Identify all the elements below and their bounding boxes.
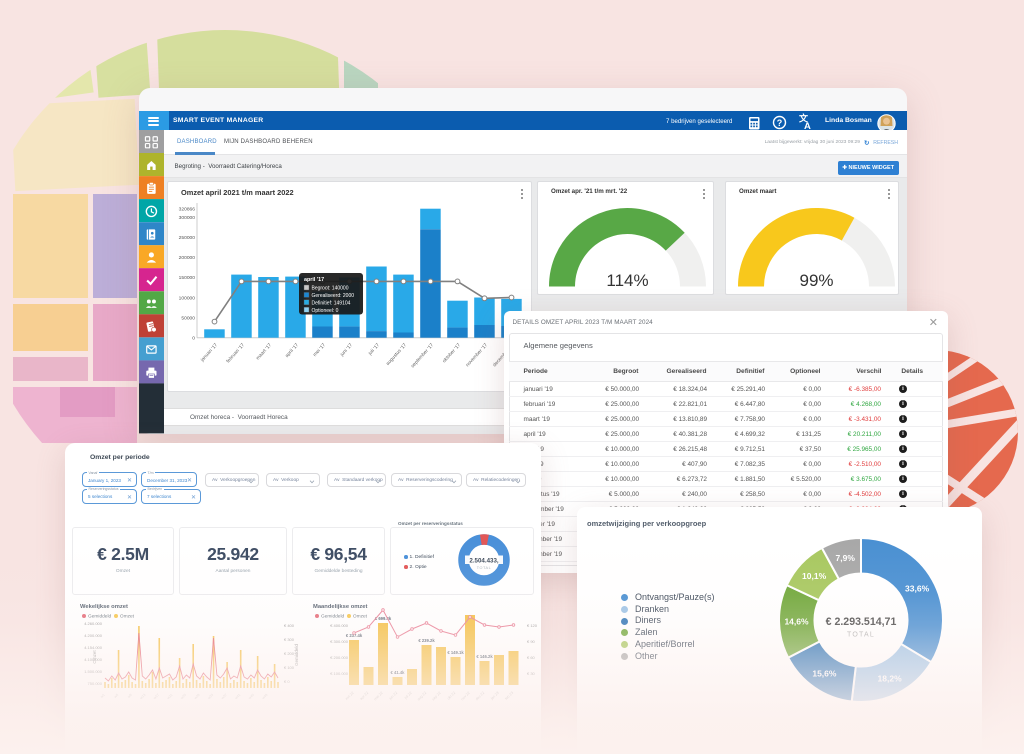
svg-text:€ 30: € 30 [527,671,536,676]
svg-text:w5: w5 [113,693,119,699]
svg-text:Gemiddeld: Gemiddeld [294,644,299,666]
svg-text:w25: w25 [180,693,187,700]
svg-text:april '17: april '17 [284,342,300,359]
svg-text:200000: 200000 [179,255,196,261]
svg-text:w17: w17 [153,693,160,700]
svg-text:€ 2.293.514,71: € 2.293.514,71 [826,616,897,628]
svg-text:juni '17: juni '17 [339,342,355,358]
svg-text:Omzet: Omzet [92,650,97,664]
svg-text:nov 22: nov 22 [460,691,470,701]
svg-text:jun 22: jun 22 [388,691,398,701]
svg-text:€ 200.000: € 200.000 [330,655,349,660]
svg-text:oktober '17: oktober '17 [441,342,462,364]
svg-text:114%: 114% [606,271,648,290]
svg-text:september '17: september '17 [410,342,435,369]
svg-text:sep 22: sep 22 [431,691,441,701]
svg-text:Optioneel: 0: Optioneel: 0 [312,308,339,314]
svg-text:w33: w33 [207,693,214,700]
svg-text:€ 60: € 60 [527,655,536,660]
svg-text:TOTAL: TOTAL [847,632,875,639]
svg-text:augustus '17: augustus '17 [385,342,408,367]
svg-text:w49: w49 [261,693,268,700]
svg-text:w21: w21 [166,693,173,700]
svg-text:Definitief: 149104: Definitief: 149104 [312,300,351,306]
svg-text:jan 23: jan 23 [489,691,499,701]
svg-text:februari '17: februari '17 [225,342,246,364]
svg-text:€ 100.000: € 100.000 [330,671,349,676]
svg-text:4.260.000: 4.260.000 [84,621,103,626]
svg-text:w29: w29 [193,693,200,700]
svg-text:4.154.000: 4.154.000 [84,645,103,650]
svg-text:€ 300.000: € 300.000 [330,639,349,644]
svg-text:€ 146.2k: € 146.2k [476,654,493,659]
svg-text:mrt 22: mrt 22 [345,691,355,701]
svg-text:2.504.433,: 2.504.433, [469,558,499,565]
svg-text:A: A [804,121,811,132]
svg-text:april '17: april '17 [304,277,324,283]
svg-text:juli '17: juli '17 [367,342,381,357]
svg-text:januari '17: januari '17 [199,342,219,364]
svg-text:750.000: 750.000 [88,681,103,686]
svg-text:w41: w41 [234,693,241,700]
svg-text:18,2%: 18,2% [878,673,903,683]
svg-text:aug 22: aug 22 [417,691,428,702]
svg-text:november '17: november '17 [465,342,489,368]
svg-text:7,9%: 7,9% [836,553,856,563]
svg-text:€ 0: € 0 [284,679,290,684]
svg-text:w45: w45 [248,693,255,700]
svg-text:mei 22: mei 22 [373,691,383,701]
svg-text:w9: w9 [127,693,133,699]
svg-text:50000: 50000 [181,315,195,321]
svg-text:feb 23: feb 23 [504,691,514,701]
svg-text:10,1%: 10,1% [802,571,827,581]
svg-text:150000: 150000 [179,275,196,281]
svg-text:0: 0 [192,336,195,342]
svg-text:w1: w1 [100,693,106,699]
svg-text:99%: 99% [799,271,833,290]
svg-text:maart '17: maart '17 [255,342,273,361]
svg-text:€ 90: € 90 [527,639,536,644]
svg-text:€ 300: € 300 [284,637,295,642]
svg-text:100000: 100000 [179,295,196,301]
svg-text:w13: w13 [139,693,146,700]
svg-text:33,6%: 33,6% [905,584,930,594]
svg-text:dec 22: dec 22 [475,691,485,701]
svg-text:€ 120: € 120 [527,623,538,628]
svg-text:€ 41.4k: € 41.4k [391,670,406,675]
svg-text:€ 149.1k: € 149.1k [447,650,464,655]
svg-text:€ 239.2k: € 239.2k [418,638,435,643]
svg-text:w37: w37 [221,693,228,700]
svg-text:?: ? [777,118,783,128]
svg-text:jul 22: jul 22 [403,691,413,701]
svg-text:250000: 250000 [179,235,196,241]
svg-text:okt 22: okt 22 [446,691,456,701]
svg-text:Gerealiseerd: 2000: Gerealiseerd: 2000 [312,293,355,299]
svg-text:4.200.000: 4.200.000 [84,633,103,638]
svg-text:apr 22: apr 22 [359,691,369,701]
svg-text:15,6%: 15,6% [812,669,837,679]
svg-text:14,6%: 14,6% [784,617,809,627]
svg-text:320866: 320866 [179,207,196,213]
svg-text:1.500.000: 1.500.000 [84,669,103,674]
svg-text:文: 文 [798,113,809,124]
svg-text:€ 400.000: € 400.000 [330,623,349,628]
svg-text:300000: 300000 [179,215,196,221]
svg-text:TOTAL: TOTAL [477,566,491,570]
svg-text:mei '17: mei '17 [312,342,327,358]
svg-text:€ 400: € 400 [284,623,295,628]
svg-text:Begroot: 140000: Begroot: 140000 [312,286,349,292]
